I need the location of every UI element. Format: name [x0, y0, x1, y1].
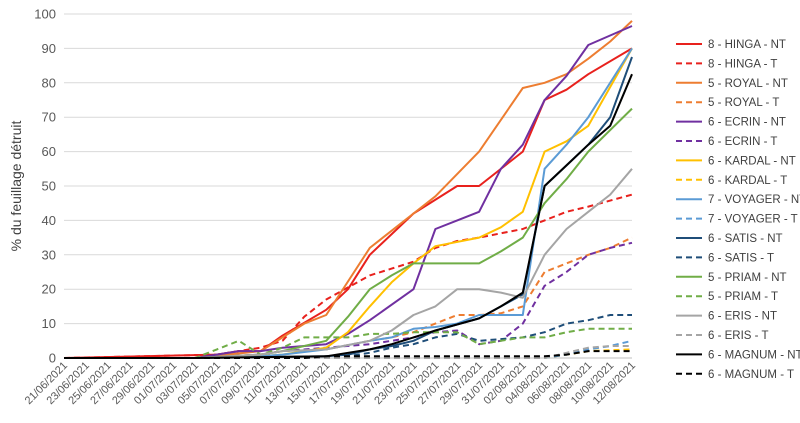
series-line — [64, 25, 633, 359]
series-line — [63, 47, 633, 359]
series-line — [64, 350, 632, 359]
legend-label: 6 - ECRIN - T — [708, 136, 777, 148]
y-tick-label: 30 — [42, 247, 56, 262]
series-line — [64, 327, 632, 359]
y-tick-label: 0 — [49, 351, 56, 366]
legend-label: 5 - ROYAL - T — [708, 97, 779, 109]
series-line — [64, 47, 633, 359]
series-line — [63, 193, 633, 359]
legend-label: 7 - VOYAGER - T — [708, 214, 798, 226]
series-line — [64, 47, 633, 359]
series-line — [64, 314, 632, 359]
series-line — [64, 73, 633, 359]
y-tick-label: 100 — [34, 7, 56, 22]
legend-label: 8 - HINGA - T — [708, 58, 777, 70]
y-axis-ticks: 0 10 20 30 40 50 60 70 80 90 100 — [34, 7, 56, 366]
x-axis-ticks: 21/06/202123/06/202125/06/202127/06/2021… — [23, 360, 638, 407]
legend-label: 6 - SATIS - NT — [708, 233, 783, 245]
legend: 8 - HINGA - NT 8 - HINGA - T 5 - ROYAL - N… — [676, 39, 800, 381]
series-line — [64, 107, 633, 359]
legend-label: 6 - MAGNUM - NT — [708, 349, 800, 361]
legend-label: 6 - SATIS - T — [708, 252, 774, 264]
y-tick-label: 40 — [42, 213, 56, 228]
legend-label: 6 - ERIS - NT — [708, 311, 777, 323]
series-line — [64, 56, 633, 359]
series-line — [64, 168, 633, 359]
y-axis-label: % du feuillage détruit — [8, 121, 24, 252]
legend-label: 7 - VOYAGER - NT — [708, 194, 800, 206]
y-tick-label: 20 — [42, 282, 56, 297]
series-line — [64, 241, 633, 359]
legend-label: 6 - KARDAL - T — [708, 175, 787, 187]
y-tick-label: 60 — [42, 144, 56, 159]
series-line — [64, 236, 633, 359]
y-tick-label: 80 — [42, 75, 56, 90]
series-lines — [63, 20, 633, 359]
y-tick-label: 50 — [42, 179, 56, 194]
legend-label: 8 - HINGA - NT — [708, 39, 786, 51]
gridlines — [64, 13, 632, 359]
legend-label: 6 - KARDAL - NT — [708, 155, 796, 167]
y-tick-label: 90 — [42, 41, 56, 56]
y-tick-label: 10 — [42, 316, 56, 331]
y-tick-label: 70 — [42, 110, 56, 125]
legend-label: 5 - PRIAM - NT — [708, 272, 787, 284]
legend-label: 5 - PRIAM - T — [708, 291, 778, 303]
legend-label: 6 - ERIS - T — [708, 330, 769, 342]
legend-label: 6 - ECRIN - NT — [708, 117, 786, 129]
series-line — [64, 345, 632, 359]
legend-label: 5 - ROYAL - NT — [708, 78, 788, 90]
legend-label: 6 - MAGNUM - T — [708, 369, 794, 381]
series-line — [64, 20, 633, 359]
